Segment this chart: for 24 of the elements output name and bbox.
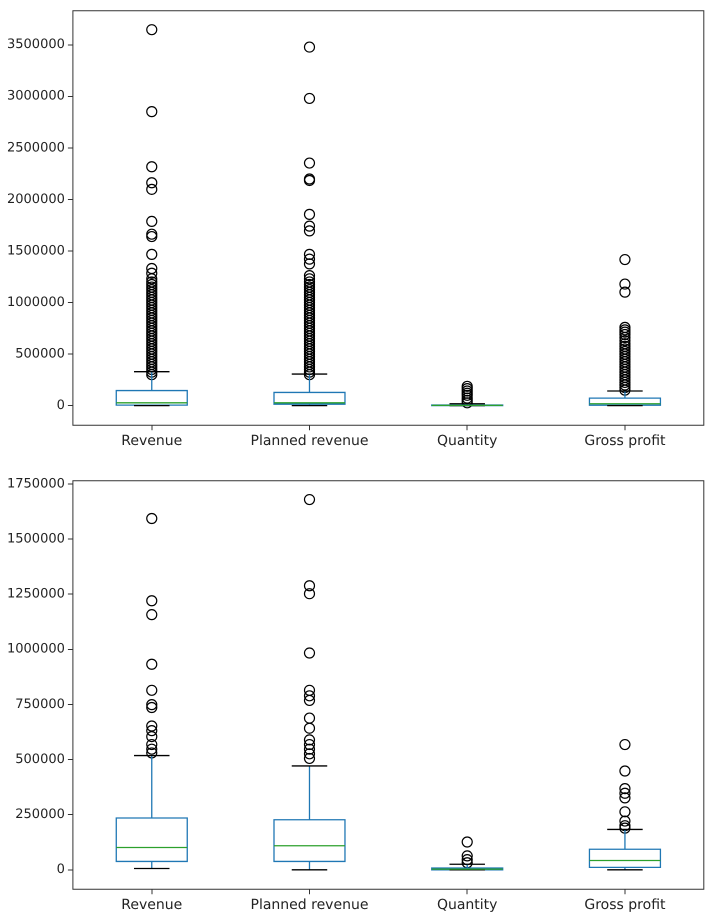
x-tick-label: Gross profit [584, 897, 666, 914]
x-tick-label: Quantity [436, 897, 498, 914]
y-tick-label: 1000000 [6, 294, 65, 310]
y-tick-label: 3000000 [6, 88, 65, 104]
x-tick-label: Gross profit [584, 433, 666, 450]
y-tick-label: 500000 [15, 752, 65, 767]
y-tick-label: 1500000 [6, 531, 65, 546]
y-tick-label: 2000000 [6, 192, 65, 207]
y-tick-label: 1000000 [6, 642, 65, 657]
y-tick-label: 1250000 [6, 586, 65, 602]
y-tick-label: 1500000 [6, 243, 65, 258]
y-tick-label: 3500000 [6, 37, 65, 52]
x-tick-label: Planned revenue [250, 433, 368, 450]
x-tick-label: Planned revenue [250, 897, 368, 914]
y-tick-label: 750000 [15, 696, 65, 712]
y-tick-label: 0 [56, 862, 65, 878]
y-tick-label: 0 [56, 398, 65, 413]
x-tick-label: Revenue [121, 433, 182, 450]
y-tick-label: 250000 [15, 807, 65, 822]
y-tick-label: 500000 [15, 346, 65, 362]
x-tick-label: Revenue [121, 897, 182, 914]
y-tick-label: 2500000 [6, 140, 65, 156]
x-tick-label: Quantity [436, 433, 498, 450]
y-tick-label: 1750000 [6, 476, 65, 492]
